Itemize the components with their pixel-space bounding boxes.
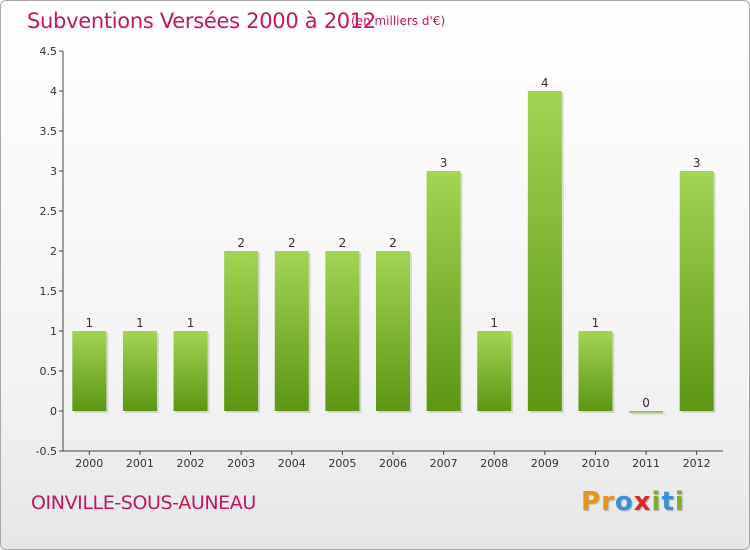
bar: [122, 331, 157, 411]
data-label: 1: [136, 316, 144, 330]
data-label: 2: [237, 236, 245, 250]
x-tick-label: 2012: [683, 457, 711, 470]
data-label: 2: [339, 236, 347, 250]
bar: [527, 91, 562, 411]
x-tick-label: 2000: [75, 457, 103, 470]
chart-labels: -0.5 0 0.5 1 1.5 2 2.5 3 3.5 4 4.5 1 2000 1 2001 1 2002 2…: [36, 45, 711, 470]
x-tick-label: 2008: [480, 457, 508, 470]
data-label: 1: [592, 316, 600, 330]
x-tick-label: 2006: [379, 457, 407, 470]
logo-letter: o: [614, 487, 634, 517]
y-tick-label: -0.5: [36, 445, 57, 458]
x-tick-label: 2011: [632, 457, 660, 470]
x-tick-label: 2010: [581, 457, 609, 470]
bar: [679, 171, 714, 411]
bar: [426, 171, 461, 411]
chart-axes: [59, 50, 723, 455]
y-tick-label: 2.5: [40, 205, 58, 218]
y-tick-label: 4.5: [40, 45, 58, 58]
logo-letter: t: [661, 487, 675, 517]
data-label: 2: [288, 236, 296, 250]
data-label: 3: [440, 156, 448, 170]
x-tick-label: 2005: [328, 457, 356, 470]
logo-letter: x: [633, 487, 652, 517]
y-tick-label: 0.5: [40, 365, 58, 378]
bar: [629, 411, 664, 413]
chart-bars: [72, 91, 716, 415]
bar: [274, 251, 309, 411]
commune-name: OINVILLE-SOUS-AUNEAU: [31, 492, 256, 514]
data-label: 0: [642, 396, 650, 410]
y-tick-label: 4: [50, 85, 57, 98]
logo-letter: i: [674, 487, 685, 517]
logo-letter: i: [651, 487, 662, 517]
y-tick-label: 2: [50, 245, 57, 258]
y-tick-label: 1.5: [40, 285, 58, 298]
data-label: 1: [187, 316, 195, 330]
y-tick-label: 3: [50, 165, 57, 178]
data-label: 2: [389, 236, 397, 250]
x-tick-label: 2007: [430, 457, 458, 470]
y-tick-label: 1: [50, 325, 57, 338]
y-tick-label: 0: [50, 405, 57, 418]
data-label: 1: [490, 316, 498, 330]
bar: [376, 251, 410, 411]
chart-title: Subventions Versées 2000 à 2012: [27, 9, 376, 33]
x-tick-label: 2003: [227, 457, 255, 470]
proxiti-logo[interactable]: Proxiti: [581, 487, 685, 517]
bar: [173, 331, 208, 411]
data-label: 3: [693, 156, 701, 170]
data-label: 1: [85, 316, 93, 330]
data-label: 4: [541, 76, 549, 90]
bar: [578, 331, 613, 411]
y-tick-label: 3.5: [40, 125, 58, 138]
logo-letter: r: [601, 487, 615, 517]
bar: [325, 251, 360, 411]
logo-letter: P: [581, 487, 602, 517]
bar: [72, 331, 107, 411]
bar: [224, 251, 259, 411]
x-tick-label: 2009: [531, 457, 559, 470]
x-tick-label: 2004: [278, 457, 306, 470]
x-tick-label: 2002: [177, 457, 205, 470]
bar-shadow: [631, 413, 666, 415]
chart-unit: (en milliers d'€): [351, 14, 446, 28]
x-tick-label: 2001: [126, 457, 154, 470]
bar: [477, 331, 512, 411]
